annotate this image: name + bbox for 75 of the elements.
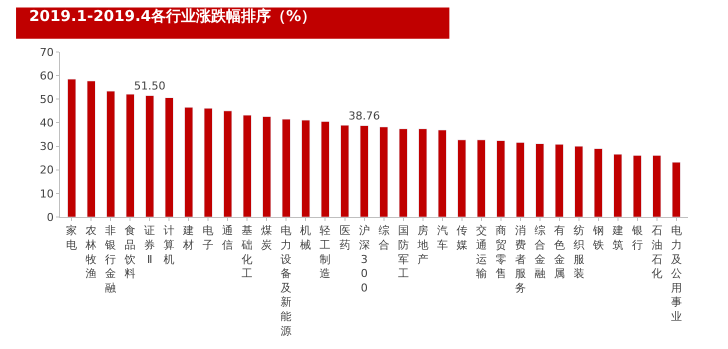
x-tick-label: 机械 <box>300 224 312 252</box>
bar <box>398 128 408 217</box>
chart-title: 2019.1-2019.4各行业涨跌幅排序（%） <box>29 6 316 25</box>
x-tick-label: 有色金属 <box>554 224 565 280</box>
bar <box>672 162 681 217</box>
x-tick-label: 建筑 <box>611 224 624 252</box>
y-tick-label: 70 <box>40 46 54 59</box>
bar <box>360 125 369 217</box>
bar <box>164 97 174 217</box>
x-tick-label: 交通运输 <box>476 224 487 280</box>
bar <box>457 140 466 217</box>
x-tick-label: 电力及公用事业 <box>670 224 682 323</box>
bar <box>340 125 350 217</box>
x-tick-label: 商贸零售 <box>495 224 506 280</box>
x-tick-label: 沪深300 <box>358 224 370 294</box>
x-tick-label: 煤炭 <box>261 224 272 252</box>
bar <box>106 90 116 217</box>
y-tick-label: 50 <box>40 92 54 106</box>
x-tick-label: 证券Ⅱ <box>144 224 156 266</box>
data-label: 38.76 <box>348 110 380 123</box>
data-label: 51.50 <box>134 80 166 93</box>
x-tick-label: 银行 <box>630 224 643 252</box>
y-tick-label: 0 <box>46 210 54 224</box>
y-tick-label: 60 <box>40 69 54 82</box>
bar <box>554 144 564 217</box>
bar <box>184 107 194 217</box>
x-tick-label: 传媒 <box>456 224 468 252</box>
x-tick-label: 计算机 <box>164 224 175 266</box>
x-tick-label: 消费者服务 <box>514 224 526 294</box>
y-tick-label: 30 <box>40 140 54 154</box>
x-tick-label: 建材 <box>182 224 194 252</box>
bar <box>516 142 525 217</box>
bar <box>320 121 330 217</box>
x-tick-label: 医药 <box>339 224 350 252</box>
x-tick-label: 石油石化 <box>651 224 662 280</box>
y-tick-label: 10 <box>40 187 54 200</box>
x-tick-label: 农林牧渔 <box>84 224 97 280</box>
bar <box>242 114 252 217</box>
bar <box>652 155 662 217</box>
x-tick-label: 轻工制造 <box>320 224 331 280</box>
bar <box>496 140 506 217</box>
bar <box>535 143 544 217</box>
y-tick-label: 40 <box>40 116 54 130</box>
bar <box>86 80 96 217</box>
x-tick-label: 食品饮料 <box>124 224 136 280</box>
x-tick-label: 国防军工 <box>398 224 409 280</box>
bar <box>301 120 310 217</box>
x-tick-label: 通信 <box>222 224 234 252</box>
bar <box>438 130 447 217</box>
x-tick-label: 电子 <box>202 224 214 252</box>
x-tick-label: 纺织服装 <box>573 224 584 280</box>
bar <box>476 140 486 217</box>
x-tick-label: 家电 <box>66 224 78 252</box>
bar <box>613 154 622 217</box>
x-tick-label: 基础化工 <box>240 224 253 280</box>
bar <box>574 146 584 217</box>
bar <box>594 148 603 217</box>
bar <box>262 116 272 217</box>
y-tick-label: 20 <box>40 164 54 177</box>
x-tick-label: 电力设备及新能源 <box>280 224 292 338</box>
x-tick-label: 汽车 <box>436 224 448 252</box>
bar <box>126 94 135 217</box>
bar <box>204 108 213 217</box>
x-tick-label: 非银行金融 <box>104 224 116 294</box>
bar <box>418 128 428 217</box>
bar <box>223 110 232 217</box>
x-tick-label: 钢铁 <box>592 224 604 252</box>
x-tick-label: 综合 <box>378 224 390 252</box>
x-tick-label: 房地产 <box>416 224 428 266</box>
bar <box>145 95 154 217</box>
bar <box>379 126 388 217</box>
bar <box>67 78 76 217</box>
bar <box>282 118 291 217</box>
bar <box>632 155 642 217</box>
x-tick-label: 综合金融 <box>534 224 546 280</box>
